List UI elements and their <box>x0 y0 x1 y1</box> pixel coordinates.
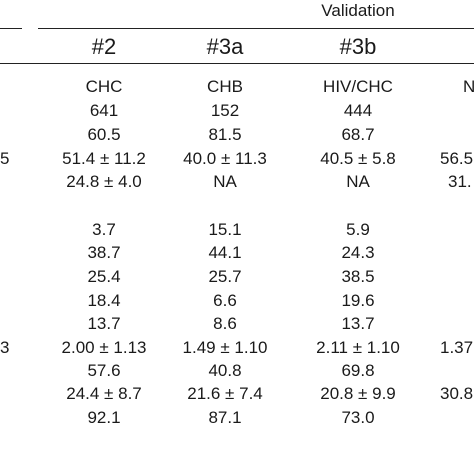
table-cell: 25.7 <box>208 267 242 286</box>
table-cell: 5.9 <box>346 220 370 239</box>
table-cell: 24.4 ± 8.7 <box>66 384 142 403</box>
table-cell: 92.1 <box>87 408 121 427</box>
right-edge-fragment: N <box>463 77 474 96</box>
table-cell: 2.11 ± 1.10 <box>316 338 400 357</box>
left-edge-fragment: 5 <box>0 149 10 168</box>
table-cell: NA <box>213 172 237 191</box>
table-cell: 69.8 <box>341 361 375 380</box>
column-header-3a: #3a <box>206 34 244 59</box>
table-cell: 40.0 ± 11.3 <box>183 149 267 168</box>
table-cell: 19.6 <box>341 291 375 310</box>
left-edge-fragment: 3 <box>0 338 10 357</box>
table-cell: 38.5 <box>341 267 375 286</box>
table-cell: 51.4 ± 11.2 <box>62 149 146 168</box>
table-cell: 24.3 <box>341 243 375 262</box>
table-cell: 15.1 <box>208 220 242 239</box>
table-cell: 13.7 <box>341 314 375 333</box>
table-cell: 1.49 ± 1.10 <box>182 338 268 357</box>
table-cell: 38.7 <box>87 243 121 262</box>
table-cell: 20.8 ± 9.9 <box>320 384 396 403</box>
column-header-2: #2 <box>91 34 117 59</box>
table-cell: 641 <box>89 101 119 120</box>
table-cell: CHB <box>207 77 243 96</box>
table-cell: 6.6 <box>213 291 237 310</box>
table-cell: HIV/CHC <box>323 77 393 96</box>
table-cell: CHC <box>85 77 123 96</box>
table-cell: 73.0 <box>341 408 375 427</box>
table-cell: 44.1 <box>208 243 242 262</box>
validation-group-label: Validation <box>321 1 395 20</box>
table-cell: 25.4 <box>87 267 121 286</box>
table-cell: 81.5 <box>208 125 242 144</box>
table-cell: 2.00 ± 1.13 <box>61 338 147 357</box>
table-cell: 40.5 ± 5.8 <box>320 149 396 168</box>
table-cell: 13.7 <box>87 314 121 333</box>
table-cell: 40.8 <box>208 361 242 380</box>
table-cell: 68.7 <box>341 125 375 144</box>
right-edge-fragment: 1.37 <box>440 338 474 357</box>
right-edge-fragment: 31. <box>448 172 472 191</box>
table-cell: 60.5 <box>87 125 121 144</box>
table-cell: 18.4 <box>87 291 121 310</box>
table-cell: 8.6 <box>213 314 237 333</box>
table-cell: 57.6 <box>87 361 121 380</box>
right-edge-fragment: 56.5 <box>440 149 474 168</box>
table-cell: 3.7 <box>92 220 116 239</box>
table-cell: NA <box>346 172 370 191</box>
header-rule-validation <box>38 28 474 29</box>
table-cell: 24.8 ± 4.0 <box>66 172 142 191</box>
right-edge-fragment: 30.8 <box>440 384 474 403</box>
header-rule-top-left <box>0 28 22 29</box>
table-cell: 444 <box>343 101 373 120</box>
table-cell: 87.1 <box>208 408 242 427</box>
table-cell: 21.6 ± 7.4 <box>187 384 263 403</box>
header-rule-bottom <box>0 63 474 64</box>
table-cell: 152 <box>210 101 240 120</box>
column-header-3b: #3b <box>339 34 377 59</box>
